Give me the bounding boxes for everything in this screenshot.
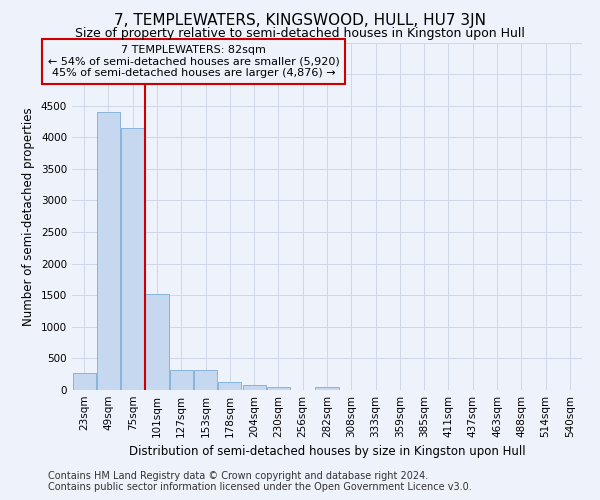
- Bar: [145, 294, 169, 390]
- Bar: [316, 386, 338, 390]
- Bar: [267, 386, 290, 390]
- Bar: [73, 373, 95, 390]
- Bar: [218, 382, 241, 390]
- Text: 7, TEMPLEWATERS, KINGSWOOD, HULL, HU7 3JN: 7, TEMPLEWATERS, KINGSWOOD, HULL, HU7 3J…: [114, 12, 486, 28]
- Bar: [194, 370, 217, 390]
- X-axis label: Distribution of semi-detached houses by size in Kingston upon Hull: Distribution of semi-detached houses by …: [128, 446, 526, 458]
- Bar: [97, 112, 120, 390]
- Text: 7 TEMPLEWATERS: 82sqm
← 54% of semi-detached houses are smaller (5,920)
45% of s: 7 TEMPLEWATERS: 82sqm ← 54% of semi-deta…: [47, 45, 340, 78]
- Bar: [170, 370, 193, 390]
- Text: Size of property relative to semi-detached houses in Kingston upon Hull: Size of property relative to semi-detach…: [75, 28, 525, 40]
- Text: Contains HM Land Registry data © Crown copyright and database right 2024.
Contai: Contains HM Land Registry data © Crown c…: [48, 471, 472, 492]
- Bar: [121, 128, 144, 390]
- Y-axis label: Number of semi-detached properties: Number of semi-detached properties: [22, 107, 35, 326]
- Bar: [242, 384, 266, 390]
